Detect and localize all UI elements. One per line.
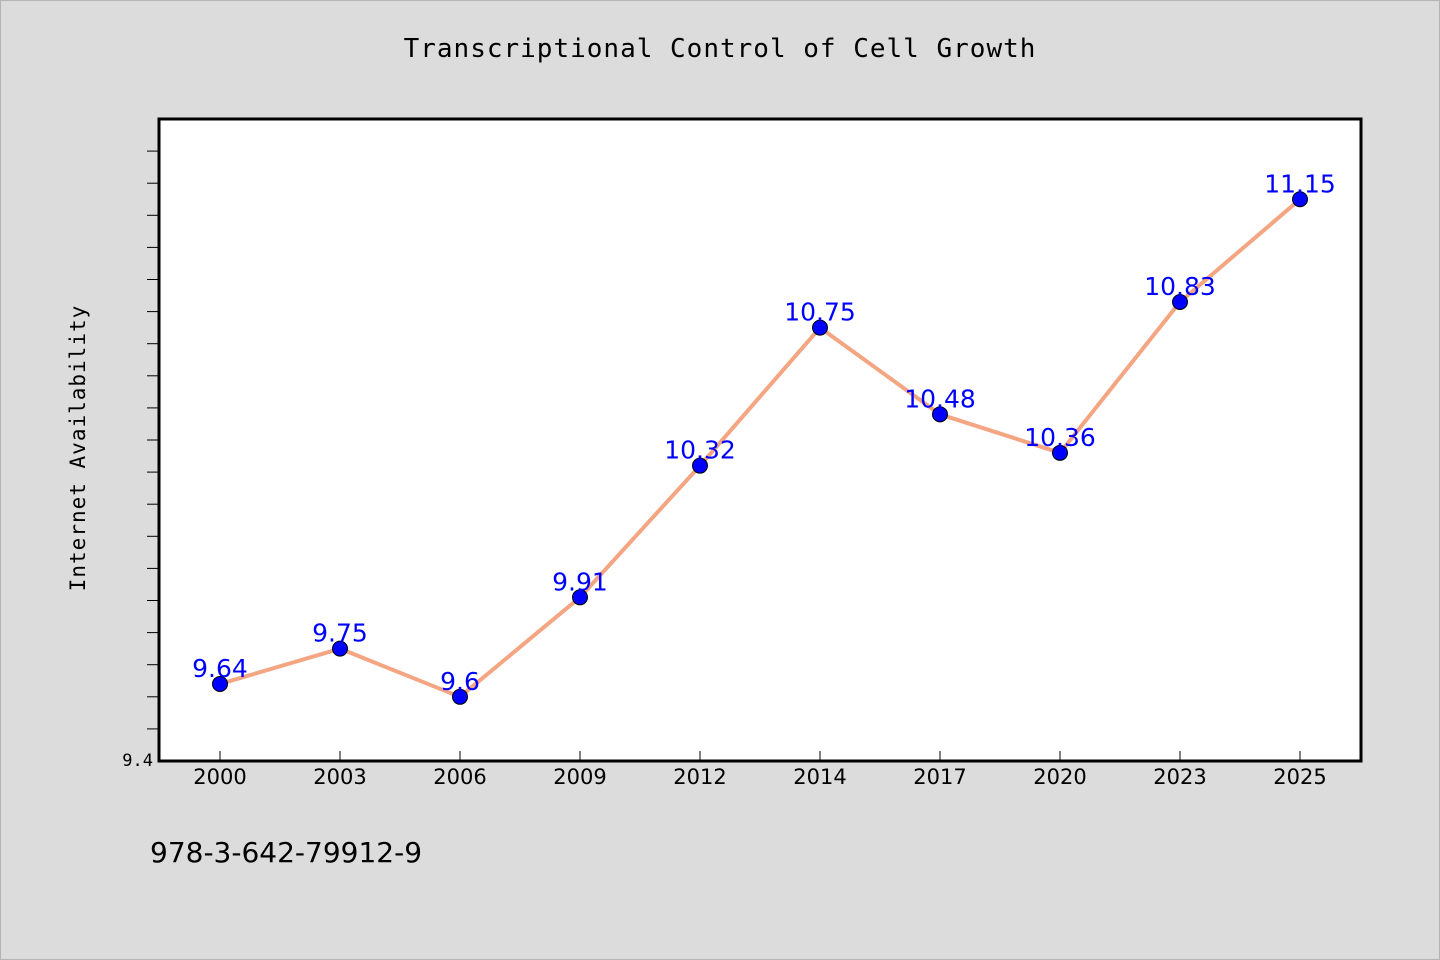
- x-tick-label: 2014: [793, 765, 846, 789]
- x-tick-label: 2006: [433, 765, 486, 789]
- plot-area: [157, 117, 1363, 763]
- data-label: 9.64: [192, 654, 248, 683]
- data-point: [212, 675, 228, 692]
- data-label: 10.75: [784, 298, 856, 327]
- data-point: [452, 688, 468, 705]
- x-axis-ticks: 2000 2003 2006 2009 2012 2014 2017 2020 2023 2025: [193, 751, 1327, 789]
- y-tick-label: 9.4: [122, 751, 153, 771]
- data-point: [812, 319, 828, 336]
- data-labels: 9.64 9.75 9.6 9.91 10.32 10.75 10.48 10.36 10.83…: [192, 169, 1336, 696]
- data-label: 10.36: [1024, 423, 1096, 452]
- data-point: [1052, 444, 1068, 461]
- data-label: 9.6: [440, 667, 480, 696]
- x-tick-label: 2020: [1033, 765, 1086, 789]
- x-tick-label: 2012: [673, 765, 726, 789]
- isbn-footnote: 978-3-642-79912-9: [150, 836, 423, 869]
- data-label: 11.15: [1264, 169, 1336, 198]
- data-point: [1172, 293, 1188, 310]
- data-point: [1292, 191, 1308, 208]
- data-label: 10.32: [664, 436, 736, 465]
- x-tick-label: 2025: [1273, 765, 1326, 789]
- x-tick-label: 2017: [913, 765, 966, 789]
- series-layer: [212, 191, 1308, 705]
- data-label: 10.83: [1144, 272, 1216, 301]
- data-label: 9.91: [552, 567, 608, 596]
- x-tick-label: 2000: [193, 765, 246, 789]
- y-axis-ticks: 9.4: [122, 150, 159, 771]
- data-point: [332, 640, 348, 657]
- series-line: [218, 197, 1302, 699]
- x-tick-label: 2023: [1153, 765, 1206, 789]
- data-label: 10.48: [904, 384, 976, 413]
- x-tick-label: 2003: [313, 765, 366, 789]
- data-label: 9.75: [312, 619, 368, 648]
- data-point: [932, 406, 948, 423]
- chart-title: Transcriptional Control of Cell Growth: [403, 34, 1037, 64]
- data-point: [572, 589, 588, 606]
- data-point: [692, 457, 708, 474]
- x-tick-label: 2009: [553, 765, 606, 789]
